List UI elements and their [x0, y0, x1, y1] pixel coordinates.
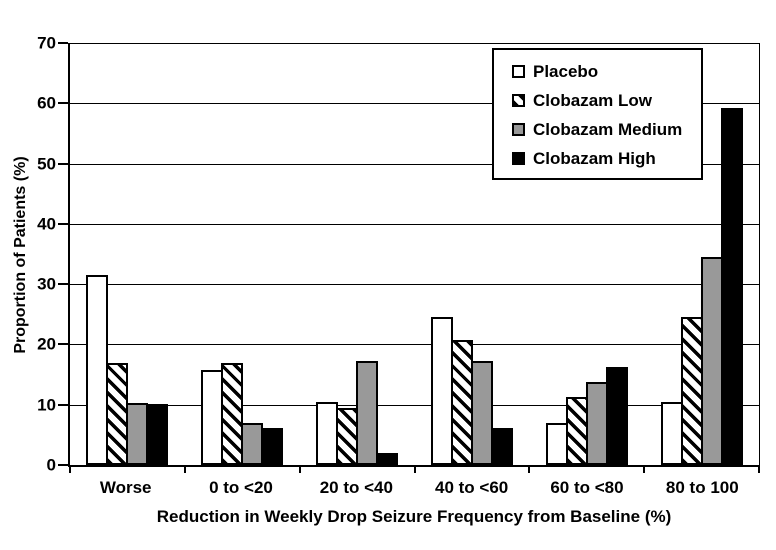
y-tick-label-40: 40	[37, 214, 56, 234]
bar-clobazam-low	[565, 396, 588, 465]
legend-swatch-gray	[512, 123, 525, 136]
legend-label: Clobazam Low	[533, 91, 653, 110]
legend-item: Clobazam Medium	[512, 115, 701, 144]
legend-label: Clobazam Medium	[533, 120, 683, 139]
bar-clobazam-high	[605, 366, 628, 465]
bar-placebo	[316, 401, 339, 465]
y-tick-mark-40	[58, 222, 68, 225]
x-category-label-3: 40 to <60	[435, 478, 509, 497]
bar-clobazam-high	[490, 428, 513, 465]
x-axis-tick-labels: Worse 0 to <20 20 to <40 40 to <60 60 to <80…	[68, 478, 760, 498]
x-category-label-2: 20 to <40	[319, 478, 393, 497]
bar-clobazam-medium	[585, 381, 608, 465]
bar-clobazam-high	[720, 108, 743, 465]
legend-swatch-white	[512, 65, 525, 78]
bar-clobazam-high	[261, 428, 284, 465]
gridline-60	[70, 103, 759, 105]
gridline-40	[70, 223, 759, 225]
x-tick-mark-0	[69, 467, 71, 473]
y-tick-label-30: 30	[37, 274, 56, 294]
legend-item: Clobazam High	[512, 144, 701, 173]
bar-placebo	[86, 274, 109, 465]
bar-clobazam-medium	[241, 423, 264, 465]
x-category-label-1: 0 to <20	[209, 478, 273, 497]
bar-clobazam-low	[106, 362, 129, 465]
bar-clobazam-low	[336, 408, 359, 465]
bar-clobazam-medium	[356, 361, 379, 465]
legend-label: Clobazam High	[533, 149, 656, 168]
bar-group-3	[414, 43, 529, 465]
y-axis-tick-labels: 0 10 20 30 40 50 60 70	[0, 35, 56, 474]
bar-placebo	[660, 401, 683, 465]
y-tick-mark-10	[58, 403, 68, 406]
bar-clobazam-high	[146, 403, 169, 465]
bar-group-1	[185, 43, 300, 465]
bar-placebo	[430, 316, 453, 465]
y-tick-mark-20	[58, 343, 68, 346]
y-tick-label-50: 50	[37, 154, 56, 174]
bar-group-0	[70, 43, 185, 465]
y-tick-mark-50	[58, 162, 68, 165]
bar-clobazam-low	[450, 339, 473, 465]
x-tick-mark-6	[758, 467, 760, 473]
x-tick-mark-5	[643, 467, 646, 473]
x-tick-mark-4	[528, 467, 531, 473]
gridline-30	[70, 284, 759, 286]
y-tick-label-0: 0	[46, 455, 56, 475]
y-tick-mark-30	[58, 283, 68, 286]
legend-item: Clobazam Low	[512, 86, 701, 115]
bar-clobazam-medium	[126, 402, 149, 465]
bar-group-2	[300, 43, 415, 465]
gridline-20	[70, 344, 759, 346]
bar-clobazam-medium	[700, 257, 723, 465]
gridline-50	[70, 163, 759, 165]
x-category-label-4: 60 to <80	[550, 478, 624, 497]
bar-group-4	[529, 43, 644, 465]
bar-clobazam-high	[376, 452, 399, 465]
y-tick-label-10: 10	[37, 395, 56, 415]
x-tick-mark-2	[298, 467, 301, 473]
y-tick-mark-60	[58, 102, 68, 105]
bar-group-5	[644, 43, 759, 465]
legend: Placebo Clobazam Low Clobazam Medium Clobaz…	[492, 48, 703, 180]
bar-clobazam-medium	[470, 361, 493, 465]
legend-label: Placebo	[533, 62, 599, 81]
y-tick-mark-0	[58, 464, 68, 466]
bar-groups	[70, 43, 759, 465]
bar-placebo	[545, 422, 568, 465]
x-tick-mark-3	[413, 467, 416, 473]
y-tick-mark-70	[58, 42, 68, 44]
y-tick-label-70: 70	[37, 33, 56, 53]
bar-clobazam-low	[221, 362, 244, 465]
bar-placebo	[201, 369, 224, 465]
y-tick-label-60: 60	[37, 93, 56, 113]
gridline-70	[70, 43, 759, 44]
y-tick-label-20: 20	[37, 334, 56, 354]
gridline-10	[70, 404, 759, 406]
x-axis-title: Reduction in Weekly Drop Seizure Frequen…	[156, 507, 672, 526]
legend-swatch-hatch	[512, 94, 525, 107]
legend-swatch-black	[512, 152, 525, 165]
x-tick-mark-1	[183, 467, 186, 473]
x-category-label-5: 80 to 100	[665, 478, 739, 497]
x-category-label-0: Worse	[99, 478, 152, 497]
legend-item: Placebo	[512, 57, 701, 86]
bar-clobazam-low	[680, 317, 703, 465]
